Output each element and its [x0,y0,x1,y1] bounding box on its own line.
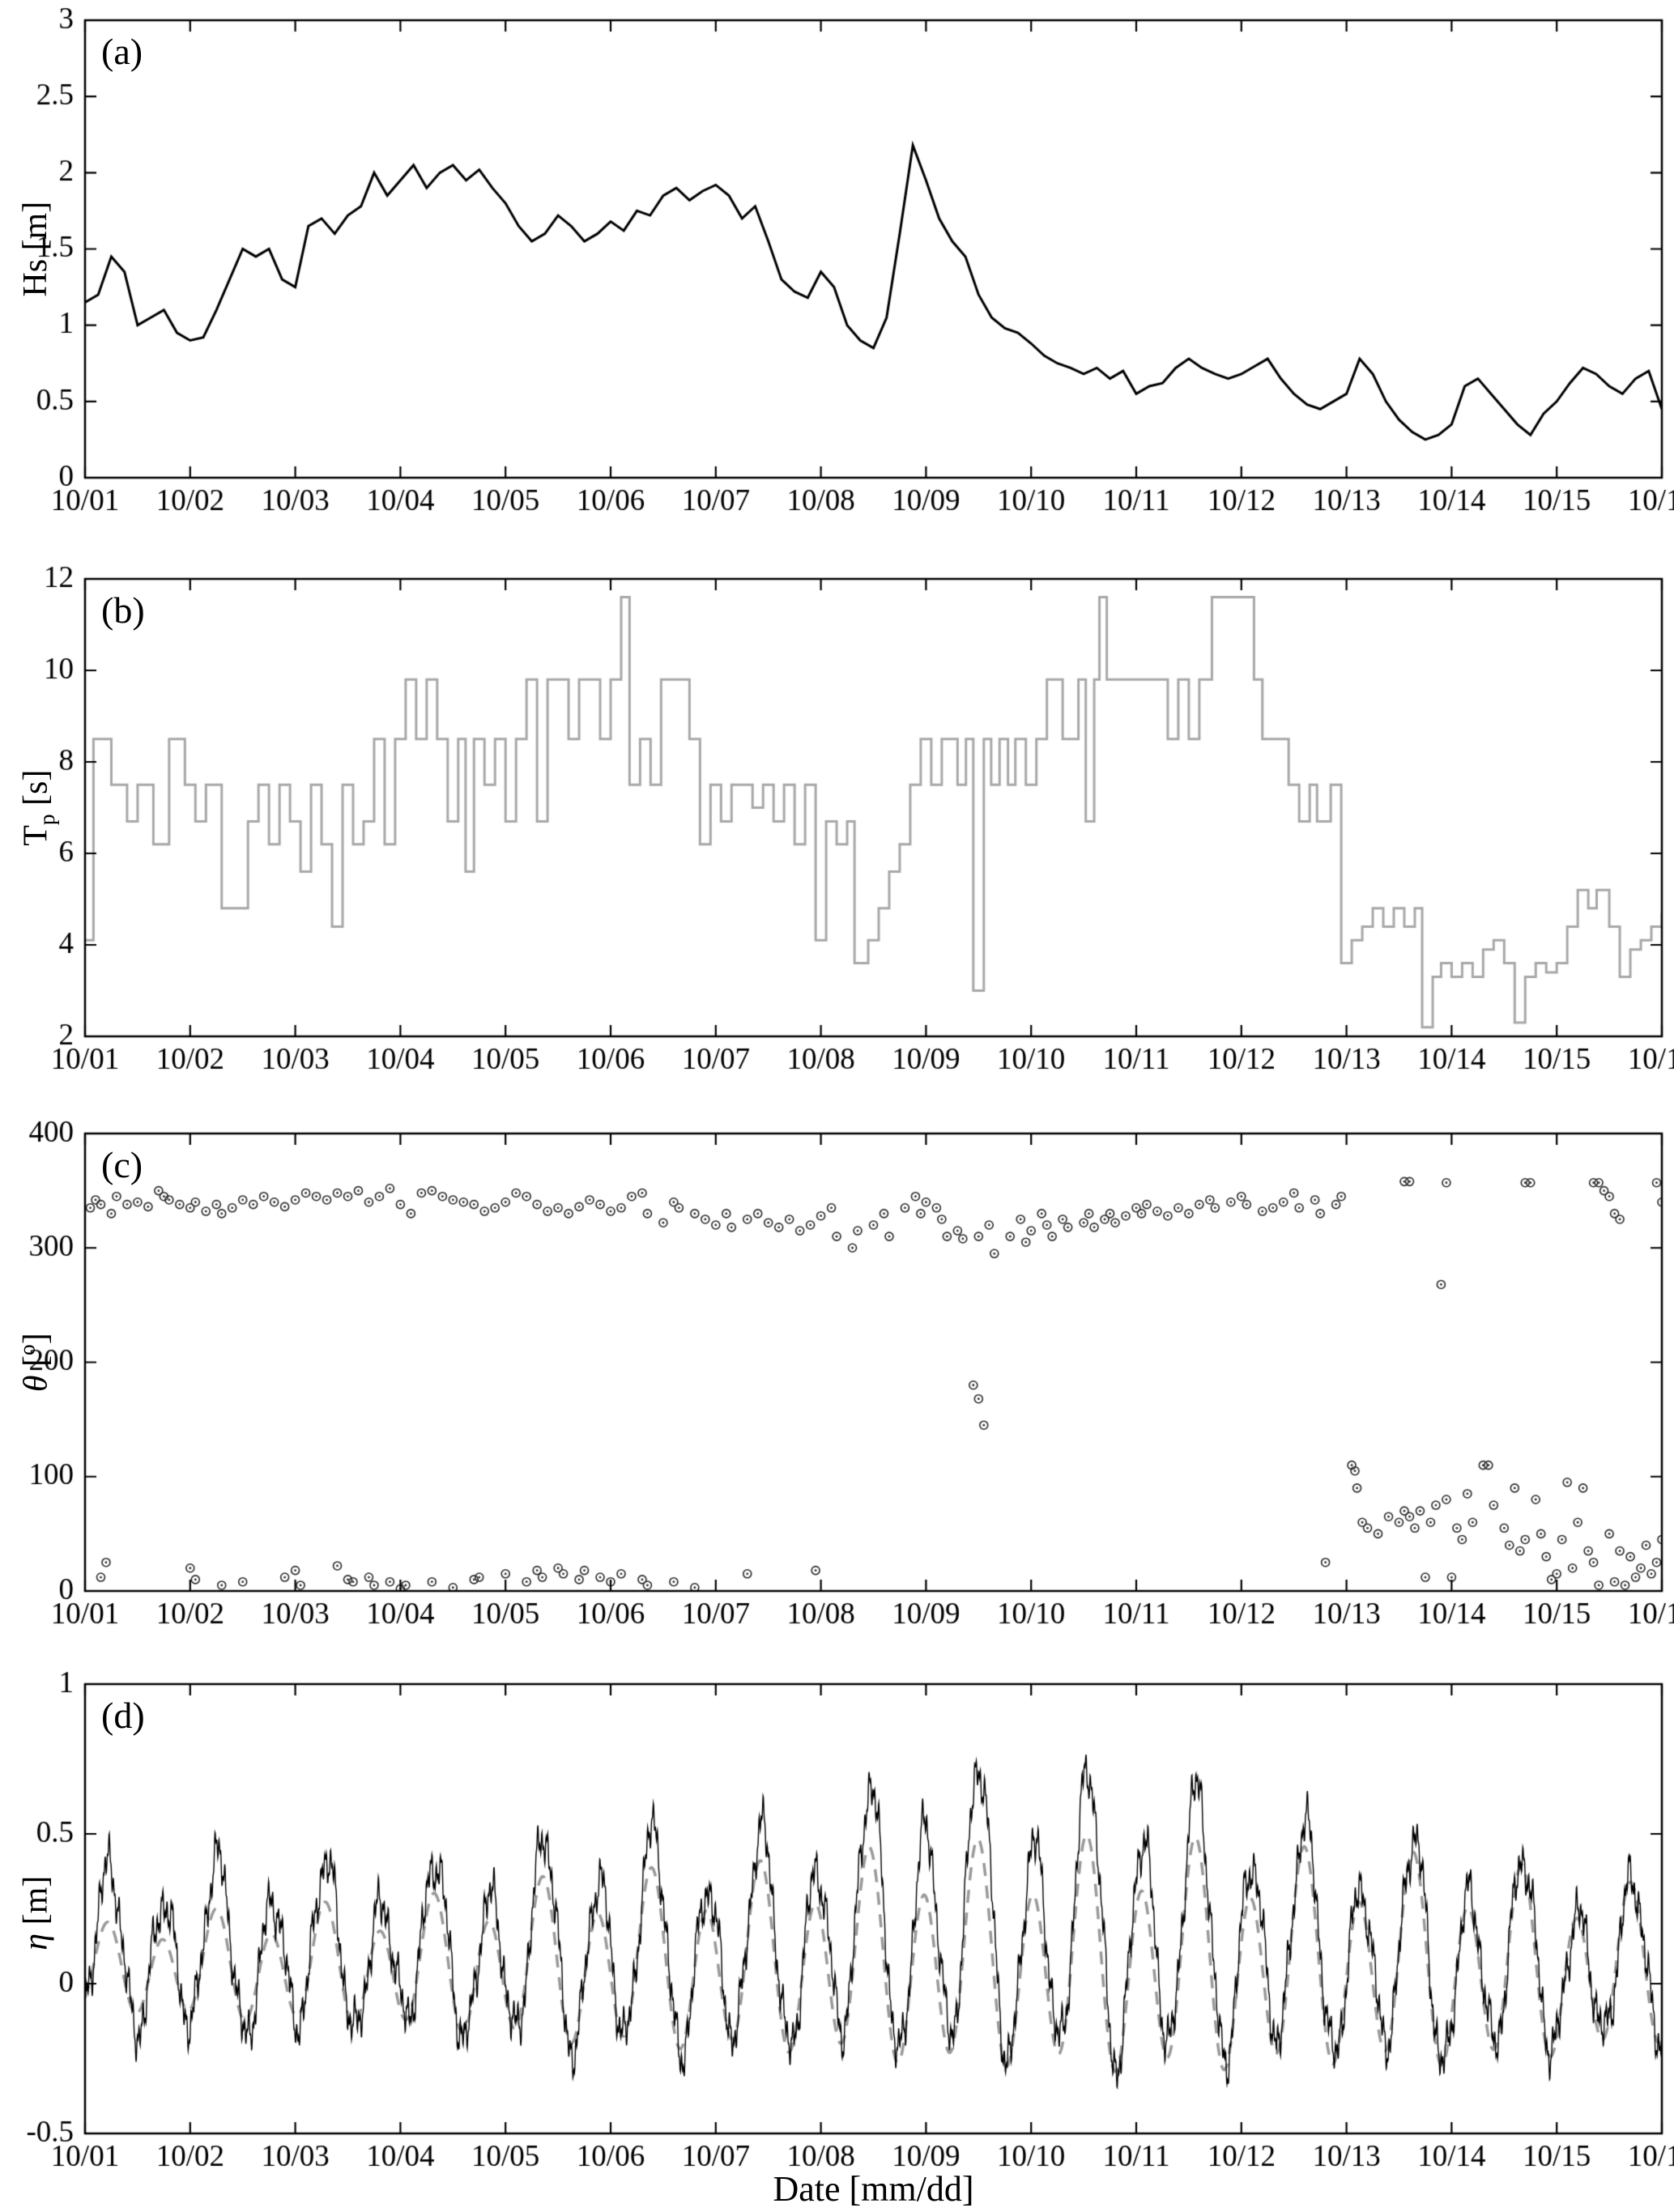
y-axis-label-theta: θ [o] [0,1134,75,1591]
ylabel-b-tail: [s] [17,769,55,815]
x-axis-label: Date [mm/dd] [773,2169,974,2209]
ylabel-c-text: [ [17,1355,55,1376]
panel-c-label: (c) [101,1144,143,1185]
ylabel-b-text: T [17,824,55,846]
panel-d-label: (d) [101,1695,145,1736]
y-axis-label-hs: Hs [m] [0,20,75,478]
ylabel-c-tail: ] [17,1333,55,1345]
y-axis-label-tp: Tp [s] [0,579,75,1036]
ylabel-a-text: Hs [m] [17,201,55,297]
panel-a-label: (a) [101,31,143,72]
y-axis-label-eta: η [m] [0,1684,75,2142]
ylabel-c-sup: o [15,1344,40,1355]
ylabel-c-italic: θ [17,1375,55,1392]
ylabel-d-text: [m] [17,1875,55,1933]
panel-b-label: (b) [101,589,145,631]
ylabel-d-italic: η [17,1933,55,1950]
ylabel-b-sub: p [34,814,59,825]
